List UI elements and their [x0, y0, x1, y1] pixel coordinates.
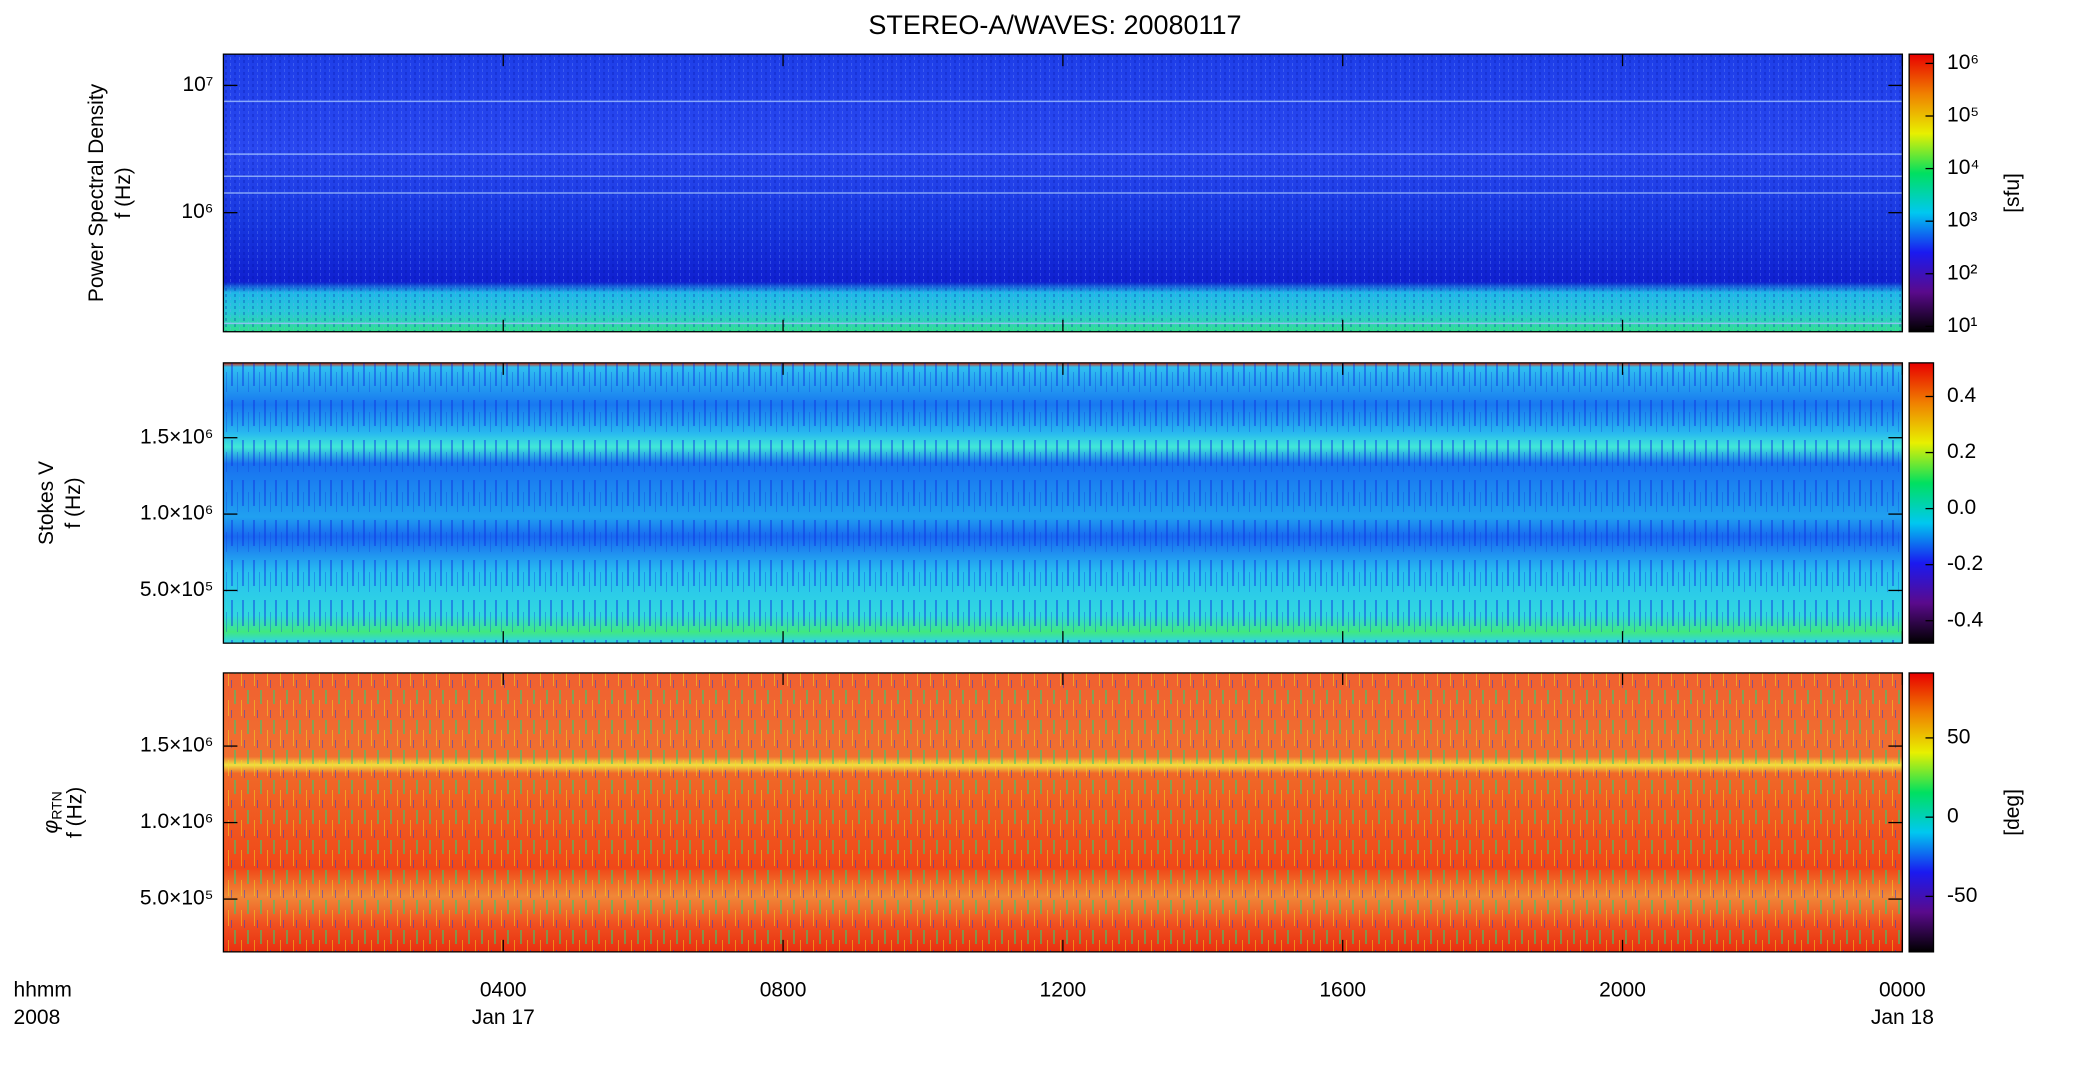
- colorbar-label: [deg]: [2001, 789, 2024, 836]
- x-tick-label: 0000: [1879, 979, 1926, 1002]
- spectrogram-texture: [223, 362, 1903, 644]
- colorbar-tick-label: 0.2: [1947, 440, 1976, 463]
- colorbar-tick-label: 10⁴: [1947, 156, 1979, 179]
- colorbar-label: [sfu]: [2001, 173, 2024, 213]
- colorbar-tick-label: 0: [1947, 805, 1959, 828]
- colorbar-tick-label: -0.2: [1947, 552, 1983, 575]
- y-tick-label: 1.5×10⁶: [140, 734, 213, 757]
- colorbar: [1908, 672, 1935, 953]
- colorbar-tick-label: 10⁵: [1947, 104, 1979, 127]
- x-tick-label: 0400: [480, 979, 527, 1002]
- x-tick-label: 1200: [1040, 979, 1087, 1002]
- x-date-label: Jan 17: [472, 1006, 535, 1029]
- colorbar-tick-label: 10¹: [1947, 314, 1977, 337]
- colorbar-tick-label: 0.0: [1947, 496, 1976, 519]
- y-tick-label: 1.0×10⁶: [140, 502, 213, 525]
- x-tick-label: 1600: [1319, 979, 1366, 1002]
- y-axis-label: Power Spectral Density: [85, 83, 108, 302]
- y-axis-label-symbol: φ: [39, 820, 62, 834]
- colorbar-tick-label: 10³: [1947, 209, 1977, 232]
- y-tick-label: 10⁶: [181, 200, 213, 223]
- x-date-label: Jan 18: [1871, 1006, 1934, 1029]
- y-axis-label-unit: f (Hz): [63, 787, 86, 838]
- colorbar-tick-label: 10⁶: [1947, 51, 1979, 74]
- colorbar: [1908, 362, 1935, 644]
- y-tick-label: 1.5×10⁶: [140, 425, 213, 448]
- colorbar-tick-label: 0.4: [1947, 384, 1977, 407]
- colorbar-tick-label: -0.4: [1947, 608, 1984, 631]
- y-tick-label: 10⁷: [182, 73, 213, 96]
- y-axis-label: φRTN: [39, 791, 64, 833]
- colorbar-tick-label: 50: [1947, 725, 1970, 748]
- spectrogram-texture: [223, 672, 1903, 952]
- y-axis-label-subscript: RTN: [48, 791, 64, 820]
- colorbar: [1908, 53, 1935, 333]
- chart-title: STEREO-A/WAVES: 20080117: [868, 10, 1241, 40]
- y-tick-label: 1.0×10⁶: [140, 810, 213, 833]
- y-tick-label: 5.0×10⁵: [140, 578, 214, 601]
- x-tick-label: 0800: [760, 979, 807, 1002]
- x-tick-label: 2000: [1599, 979, 1646, 1002]
- colorbar-tick-label: -50: [1947, 884, 1977, 907]
- y-tick-label: 5.0×10⁵: [140, 887, 214, 910]
- x-unit-label: hhmm: [14, 979, 72, 1002]
- colorbar-tick-label: 10²: [1947, 261, 1977, 284]
- y-axis-label: Stokes V: [35, 461, 58, 545]
- y-axis-label-unit: f (Hz): [62, 477, 85, 528]
- x-year-label: 2008: [14, 1006, 61, 1029]
- y-axis-label-unit: f (Hz): [112, 167, 135, 218]
